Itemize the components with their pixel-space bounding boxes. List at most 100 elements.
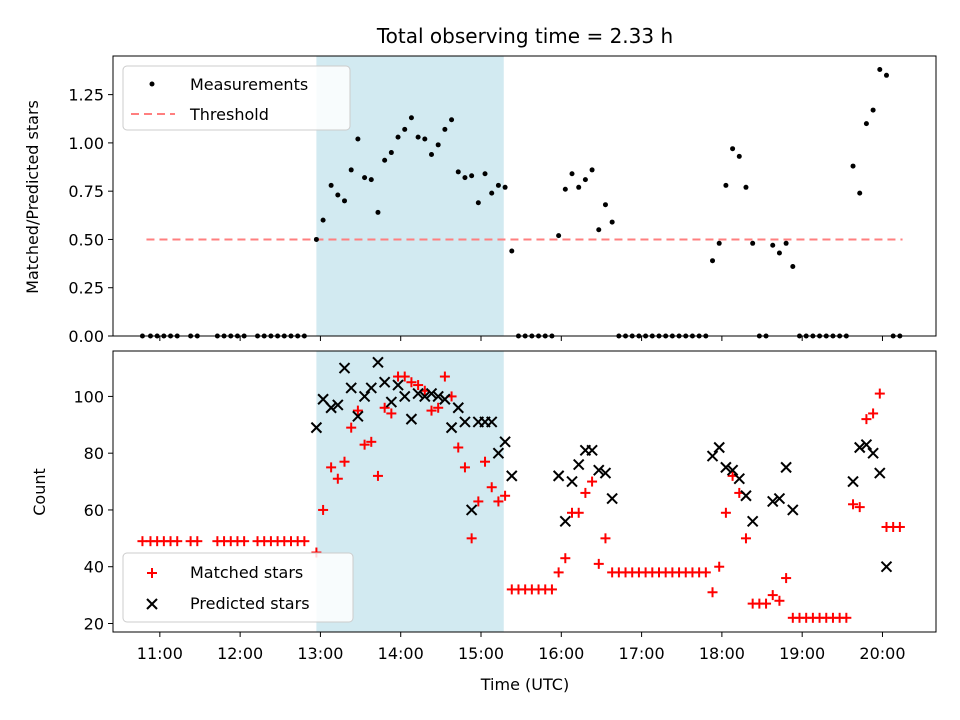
bottom-panel: 20 40 60 80 100 11:00 12:00 13:00 14:00 15:00 16:… bbox=[30, 350, 937, 694]
matched-star-point bbox=[239, 536, 250, 547]
y-tick-label: 40 bbox=[84, 558, 104, 577]
predicted-star-point bbox=[399, 390, 411, 403]
x-stroke-b bbox=[559, 515, 572, 528]
x-stroke-b bbox=[325, 402, 337, 414]
y-tick-label: 0.50 bbox=[68, 230, 104, 249]
x-stroke-b bbox=[338, 362, 351, 374]
measurement-point bbox=[375, 209, 381, 215]
predicted-star-point bbox=[332, 399, 344, 411]
y-tick-label: 1.00 bbox=[68, 134, 104, 153]
x-stroke-b bbox=[372, 356, 384, 369]
measurement-point bbox=[509, 248, 515, 254]
matched-star-point bbox=[332, 473, 343, 484]
measurement-point bbox=[582, 177, 588, 183]
legend-measurements-label: Measurements bbox=[190, 75, 308, 94]
matched-star-point bbox=[761, 598, 772, 609]
x-tick-label: 14:00 bbox=[378, 644, 424, 663]
x-stroke-b bbox=[399, 390, 411, 403]
measurement-point bbox=[428, 151, 434, 157]
bottom-y-axis-label: Count bbox=[30, 468, 49, 516]
measurement-point bbox=[475, 200, 481, 206]
predicted-star-point bbox=[720, 461, 732, 474]
x-stroke-b bbox=[378, 376, 391, 388]
predicted-star-point bbox=[412, 387, 424, 400]
predicted-star-point bbox=[432, 390, 444, 403]
matched-star-point bbox=[399, 371, 410, 382]
x-stroke-b bbox=[425, 387, 438, 400]
predicted-star-point bbox=[593, 464, 605, 476]
predicted-star-point bbox=[352, 410, 364, 422]
y-tick-label: 0.25 bbox=[68, 279, 104, 298]
measurement-point bbox=[388, 150, 394, 156]
x-tick-label: 16:00 bbox=[538, 644, 584, 663]
matched-star-point bbox=[854, 502, 865, 513]
predicted-star-point bbox=[358, 390, 371, 403]
measurement-point bbox=[750, 240, 756, 246]
matched-star-point bbox=[700, 567, 711, 578]
measurement-point bbox=[710, 258, 716, 264]
matched-star-point bbox=[379, 402, 390, 413]
matched-star-point bbox=[346, 422, 357, 433]
top-y-axis-ticks: 0.00 0.25 0.50 0.75 1.00 1.25 bbox=[68, 86, 113, 346]
predicted-star-point bbox=[365, 382, 377, 394]
x-stroke-b bbox=[552, 470, 565, 482]
matched-star-point bbox=[480, 456, 491, 467]
measurement-point bbox=[716, 240, 722, 246]
measurement-point bbox=[723, 182, 729, 188]
legend-threshold-label: Threshold bbox=[189, 105, 269, 124]
matched-star-point bbox=[740, 533, 751, 544]
x-tick-label: 15:00 bbox=[458, 644, 504, 663]
measurement-point bbox=[442, 126, 448, 132]
predicted-star-point bbox=[338, 362, 351, 374]
matched-star-point bbox=[413, 380, 424, 391]
predicted-star-point bbox=[572, 458, 585, 471]
measurement-point bbox=[770, 242, 776, 248]
measurement-point bbox=[776, 250, 782, 256]
predicted-star-point bbox=[599, 467, 612, 479]
y-tick-label: 1.25 bbox=[68, 86, 104, 105]
top-legend: Measurements Threshold bbox=[122, 65, 351, 131]
matched-star-point bbox=[359, 439, 370, 450]
x-stroke-b bbox=[767, 495, 779, 508]
predicted-star-point bbox=[552, 470, 565, 482]
measurement-point bbox=[596, 227, 602, 233]
predicted-star-point bbox=[767, 495, 779, 508]
x-stroke-b bbox=[486, 416, 498, 428]
matched-star-point bbox=[433, 402, 444, 413]
bottom-legend: Matched stars Predicted stars bbox=[122, 552, 354, 623]
matched-star-point bbox=[192, 536, 203, 547]
bottom-axes-frame bbox=[112, 350, 937, 633]
x-stroke-b bbox=[345, 382, 357, 394]
bottom-y-axis-ticks: 20 40 60 80 100 bbox=[73, 387, 113, 633]
matched-star-point bbox=[580, 487, 591, 498]
measurement-point bbox=[422, 136, 428, 142]
x-stroke-b bbox=[773, 492, 786, 505]
predicted-star-point bbox=[372, 356, 384, 369]
predicted-star-point bbox=[740, 490, 752, 502]
x-stroke-b bbox=[405, 413, 418, 425]
x-stroke-b bbox=[867, 447, 879, 459]
matched-star-point bbox=[707, 587, 718, 598]
measurement-point bbox=[382, 157, 388, 163]
matched-star-point bbox=[767, 590, 778, 601]
x-stroke-b bbox=[358, 390, 371, 403]
x-stroke-b bbox=[445, 421, 458, 434]
measurement-point bbox=[783, 240, 789, 246]
predicted-star-point bbox=[847, 475, 859, 488]
matched-star-point bbox=[493, 496, 504, 507]
measurement-point bbox=[576, 184, 582, 190]
legend-predicted-label: Predicted stars bbox=[190, 594, 310, 613]
measurement-point bbox=[408, 115, 414, 121]
measurement-point bbox=[489, 190, 495, 196]
measurement-point bbox=[790, 263, 796, 269]
predicted-star-point bbox=[566, 475, 578, 488]
measurement-point bbox=[495, 182, 501, 188]
x-stroke-b bbox=[787, 504, 799, 516]
matched-star-point bbox=[326, 462, 337, 473]
matched-star-point bbox=[600, 533, 611, 544]
matched-star-point bbox=[553, 567, 564, 578]
y-tick-label: 60 bbox=[84, 501, 104, 520]
predicted-star-point bbox=[746, 515, 759, 528]
x-stroke-b bbox=[499, 436, 511, 448]
matched-star-point bbox=[774, 595, 785, 606]
